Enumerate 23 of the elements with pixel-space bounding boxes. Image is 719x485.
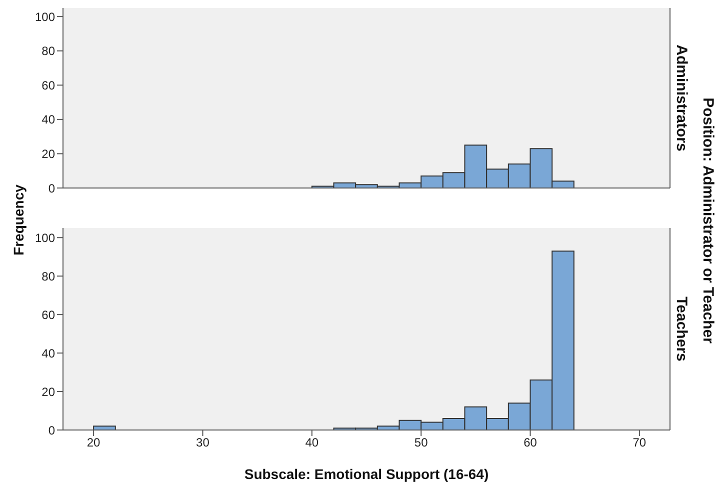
y-tick-label: 0 bbox=[48, 181, 56, 196]
y-tick-label: 100 bbox=[34, 230, 56, 245]
x-tick-label: 70 bbox=[632, 436, 646, 450]
y-tick-label: 0 bbox=[48, 423, 56, 438]
y-tick-label: 20 bbox=[42, 146, 56, 161]
x-tick-label: 20 bbox=[86, 436, 101, 450]
x-tick-label: 40 bbox=[305, 436, 319, 450]
y-tick-label: 80 bbox=[42, 269, 56, 284]
y-tick-label: 100 bbox=[34, 10, 56, 24]
y-tick-label: 40 bbox=[42, 346, 56, 360]
y-axis-title: Frequency bbox=[10, 184, 26, 256]
y-tick-label: 80 bbox=[42, 44, 56, 58]
y-tick-label: 20 bbox=[42, 384, 56, 399]
y-tick-label: 40 bbox=[42, 112, 56, 127]
text: Teachers bbox=[673, 296, 690, 362]
text: Administrators bbox=[673, 44, 690, 152]
x-axis-title: Subscale: Emotional Support (16-64) bbox=[244, 466, 489, 482]
y2-axis-title: Position: Administrator or Teacher bbox=[700, 97, 716, 343]
y-tick-label: 60 bbox=[42, 308, 56, 322]
x-tick-label: 30 bbox=[196, 436, 210, 450]
x-tick-label: 60 bbox=[524, 436, 538, 450]
x-tick-label: 50 bbox=[414, 436, 428, 450]
y-tick-label: 60 bbox=[42, 78, 56, 92]
